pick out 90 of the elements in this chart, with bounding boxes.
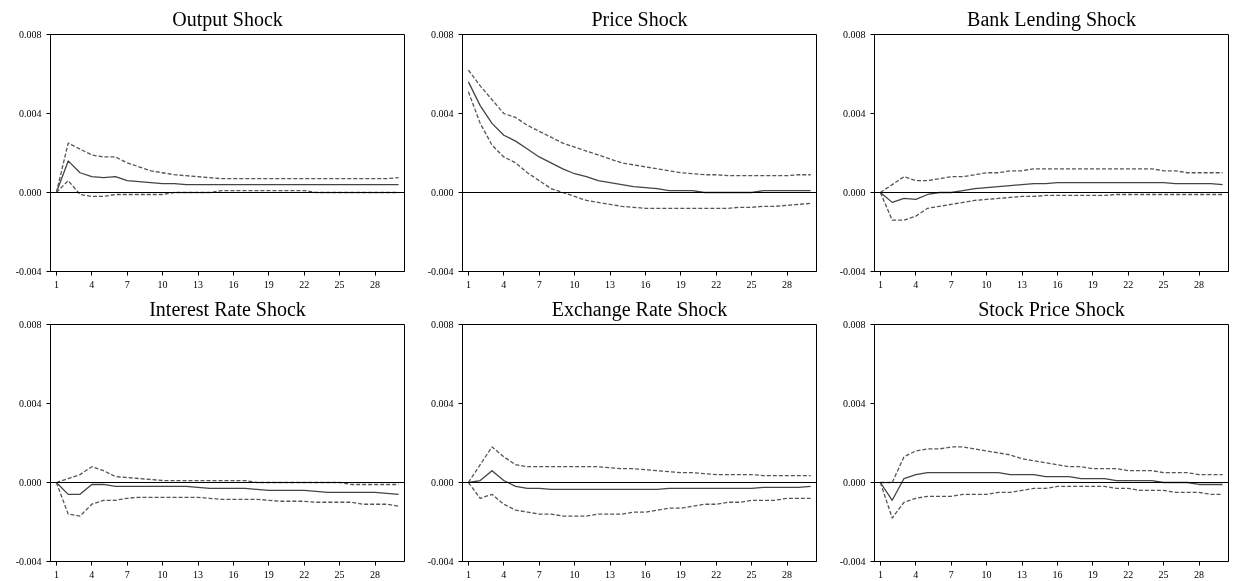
x-tick-label: 10	[569, 278, 580, 290]
x-tick-label: 4	[501, 568, 507, 580]
x-tick-label: 28	[370, 278, 380, 290]
x-tick-label: 22	[711, 568, 722, 580]
chart-title: Bank Lending Shock	[967, 7, 1136, 31]
x-tick-label: 1	[877, 568, 883, 580]
x-tick-label: 10	[569, 568, 580, 580]
chart-title: Exchange Rate Shock	[551, 297, 728, 321]
x-tick-label: 19	[1087, 568, 1098, 580]
x-tick-label: 10	[981, 568, 992, 580]
y-tick-label: -0.004	[427, 266, 454, 277]
x-tick-label: 13	[1017, 568, 1027, 580]
y-tick-label: 0.000	[19, 477, 42, 488]
x-tick-label: 7	[536, 568, 542, 580]
x-tick-label: 22	[1123, 278, 1134, 290]
y-tick-label: -0.004	[15, 556, 42, 567]
x-tick-label: 16	[640, 278, 651, 290]
x-tick-label: 16	[228, 278, 239, 290]
x-tick-label: 1	[53, 278, 59, 290]
x-tick-label: 25	[1158, 278, 1169, 290]
x-tick-label: 28	[370, 568, 380, 580]
y-tick-label: 0.008	[843, 319, 866, 330]
y-tick-label: 0.004	[843, 398, 866, 409]
y-tick-label: 0.004	[19, 398, 42, 409]
y-tick-label: -0.004	[839, 556, 866, 567]
x-tick-label: 22	[299, 568, 310, 580]
y-tick-label: 0.000	[431, 187, 454, 198]
x-tick-label: 19	[263, 278, 274, 290]
y-tick-label: 0.000	[19, 187, 42, 198]
x-tick-label: 19	[675, 278, 686, 290]
x-tick-label: 10	[981, 278, 992, 290]
y-tick-label: 0.004	[431, 108, 454, 119]
y-tick-label: 0.008	[843, 29, 866, 40]
x-tick-label: 7	[124, 278, 130, 290]
x-tick-label: 28	[782, 568, 792, 580]
x-tick-label: 13	[605, 568, 615, 580]
x-tick-label: 19	[675, 568, 686, 580]
y-tick-label: -0.004	[839, 266, 866, 277]
x-tick-label: 13	[193, 568, 203, 580]
x-tick-label: 19	[1087, 278, 1098, 290]
y-tick-label: 0.000	[843, 477, 866, 488]
x-tick-label: 10	[157, 568, 168, 580]
x-tick-label: 16	[228, 568, 239, 580]
x-tick-label: 7	[536, 278, 542, 290]
x-tick-label: 28	[1194, 278, 1204, 290]
x-tick-label: 4	[501, 278, 507, 290]
y-tick-label: 0.008	[431, 319, 454, 330]
x-tick-label: 10	[157, 278, 168, 290]
x-tick-label: 16	[640, 568, 651, 580]
x-tick-label: 25	[334, 568, 345, 580]
chart-title: Output Shock	[172, 7, 283, 31]
y-tick-label: 0.000	[431, 477, 454, 488]
y-tick-label: 0.004	[19, 108, 42, 119]
x-tick-label: 25	[746, 568, 757, 580]
chart-title: Interest Rate Shock	[149, 297, 306, 320]
x-tick-label: 25	[746, 278, 757, 290]
x-tick-label: 19	[263, 568, 274, 580]
chart-title: Price Shock	[591, 7, 688, 30]
x-tick-label: 4	[913, 278, 919, 290]
x-tick-label: 16	[1052, 278, 1063, 290]
x-tick-label: 13	[1017, 278, 1027, 290]
x-tick-label: 4	[89, 278, 95, 290]
chart-title: Stock Price Shock	[978, 297, 1125, 320]
x-tick-label: 25	[334, 278, 345, 290]
x-tick-label: 13	[605, 278, 615, 290]
x-tick-label: 13	[193, 278, 203, 290]
y-tick-label: -0.004	[15, 266, 42, 277]
y-tick-label: 0.000	[843, 187, 866, 198]
x-tick-label: 4	[913, 568, 919, 580]
x-tick-label: 16	[1052, 568, 1063, 580]
x-tick-label: 28	[782, 278, 792, 290]
x-tick-label: 28	[1194, 568, 1204, 580]
y-tick-label: 0.004	[843, 108, 866, 119]
x-tick-label: 7	[948, 278, 954, 290]
x-tick-label: 1	[465, 278, 471, 290]
y-tick-label: 0.008	[19, 29, 42, 40]
x-tick-label: 22	[299, 278, 310, 290]
x-tick-label: 1	[53, 568, 59, 580]
x-tick-label: 7	[124, 568, 130, 580]
x-tick-label: 7	[948, 568, 954, 580]
x-tick-label: 1	[465, 568, 471, 580]
y-tick-label: 0.008	[431, 29, 454, 40]
x-tick-label: 22	[1123, 568, 1134, 580]
y-tick-label: -0.004	[427, 556, 454, 567]
x-tick-label: 4	[89, 568, 95, 580]
y-tick-label: 0.008	[19, 319, 42, 330]
x-tick-label: 22	[711, 278, 722, 290]
x-tick-label: 25	[1158, 568, 1169, 580]
x-tick-label: 1	[877, 278, 883, 290]
y-tick-label: 0.004	[431, 398, 454, 409]
